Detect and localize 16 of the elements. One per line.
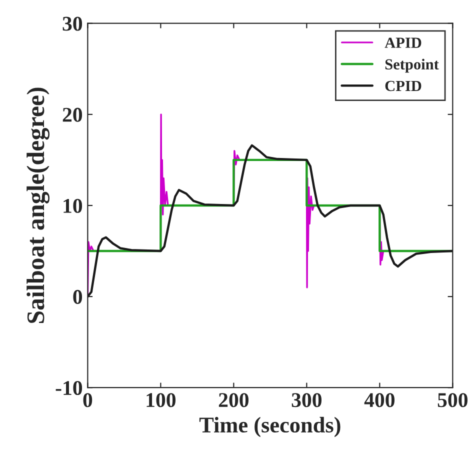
x-tick-label: 200 [218,393,249,408]
legend-label: Setpoint [385,58,439,73]
legend-label: APID [384,38,422,48]
x-axis-title: Time (seconds) [199,416,340,438]
y-axis-title: Sailboat angle(degree) [26,88,50,324]
legend-label: CPID [385,80,422,92]
x-tick-label: 0 [83,393,92,408]
y-tick-label: 20 [62,108,82,122]
x-tick-label: 400 [364,393,395,408]
y-tick-label: 10 [64,198,82,213]
x-tick-label: 500 [438,393,468,408]
y-tick-label: -10 [56,380,82,396]
y-tick-label: 30 [62,16,82,31]
x-tick-label: 100 [146,393,176,408]
x-tick-label: 300 [292,393,322,408]
y-tick-label: 0 [73,290,82,304]
